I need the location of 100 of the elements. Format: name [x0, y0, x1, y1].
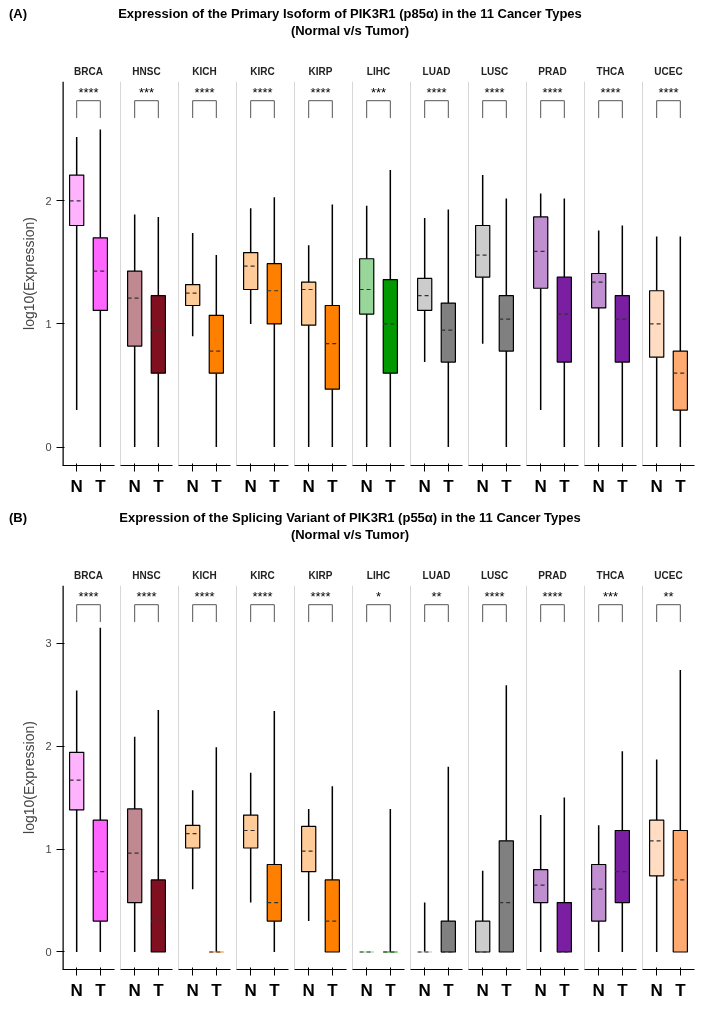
- annotation: **: [663, 588, 674, 604]
- x-tick-label: N: [650, 980, 663, 1000]
- x-tick-label: T: [501, 476, 513, 496]
- chart-title: HNSC: [132, 569, 161, 581]
- x-tick-label: N: [128, 476, 141, 496]
- x-tick-label: N: [244, 980, 257, 1000]
- chart-title: PRAD: [538, 65, 567, 77]
- chart-title: LUSC: [480, 569, 509, 581]
- x-tick-label: T: [327, 980, 339, 1000]
- x-tick-label: T: [211, 476, 223, 496]
- annotation: ****: [78, 84, 99, 100]
- x-tick-label: N: [592, 980, 605, 1000]
- y-axis-title: log10(Expression): [21, 217, 38, 330]
- text: (Normal v/s Tumor): [289, 22, 411, 39]
- annotation: ****: [78, 588, 99, 604]
- chart-title: UCEC: [654, 569, 683, 581]
- x-tick-label: N: [70, 476, 83, 496]
- x-tick-label: N: [476, 476, 489, 496]
- x-tick-label: T: [501, 980, 513, 1000]
- annotation: ****: [252, 588, 273, 604]
- chart-title: LIHC: [366, 569, 391, 581]
- x-tick-label: T: [443, 476, 455, 496]
- x-tick-label: T: [269, 980, 281, 1000]
- x-tick-label: N: [534, 476, 547, 496]
- x-tick-label: T: [617, 980, 629, 1000]
- annotation: ****: [310, 84, 331, 100]
- x-tick-label: N: [360, 476, 373, 496]
- chart-title: BRCA: [74, 569, 103, 581]
- x-tick-label: N: [186, 980, 199, 1000]
- x-tick-label: T: [269, 476, 281, 496]
- x-tick-label: N: [650, 476, 663, 496]
- text: (B): [9, 509, 28, 526]
- y-tick-label: 1: [45, 843, 52, 856]
- chart-title: BRCA: [74, 65, 103, 77]
- x-tick-label: N: [592, 476, 605, 496]
- chart-title: LIHC: [366, 65, 391, 77]
- chart-title: KIRP: [308, 65, 333, 77]
- y-axis-title: log10(Expression): [21, 721, 38, 834]
- annotation: **: [431, 588, 442, 604]
- chart-title: KIRP: [308, 569, 333, 581]
- chart-title: UCEC: [654, 65, 683, 77]
- annotation: ****: [484, 84, 505, 100]
- x-tick-label: T: [559, 980, 571, 1000]
- x-tick-label: T: [675, 980, 687, 1000]
- x-tick-label: T: [327, 476, 339, 496]
- annotation: ****: [542, 588, 563, 604]
- annotation: ****: [658, 84, 679, 100]
- chart-title: KIRC: [250, 65, 275, 77]
- x-tick-label: T: [385, 980, 397, 1000]
- y-tick-label: 0: [45, 946, 52, 958]
- chart-title: LUAD: [422, 65, 451, 77]
- annotation: ***: [370, 84, 387, 100]
- x-tick-label: N: [302, 476, 315, 496]
- annotation: ****: [426, 84, 447, 100]
- x-tick-label: N: [360, 980, 373, 1000]
- x-tick-label: T: [211, 980, 223, 1000]
- x-tick-label: N: [186, 476, 199, 496]
- annotation: ***: [602, 588, 619, 604]
- text: (Normal v/s Tumor): [289, 526, 411, 543]
- chart-title: THCA: [596, 65, 625, 77]
- x-tick-label: T: [95, 476, 107, 496]
- x-tick-label: N: [128, 980, 141, 1000]
- chart-title: LUAD: [422, 569, 451, 581]
- x-tick-label: N: [302, 980, 315, 1000]
- x-tick-label: N: [534, 980, 547, 1000]
- chart-title: KIRC: [250, 569, 275, 581]
- y-tick-label: 2: [45, 740, 52, 753]
- annotation: ****: [484, 588, 505, 604]
- text: Expression of the Splicing Variant of PIK3R1 (p55α) in the 11 Cancer Types: [119, 510, 581, 525]
- chart-title: KICH: [192, 65, 217, 77]
- annotation: ****: [252, 84, 273, 100]
- x-tick-label: T: [95, 980, 107, 1000]
- annotation: *: [375, 588, 382, 604]
- y-tick-label: 0: [45, 441, 52, 454]
- x-tick-label: T: [617, 476, 629, 496]
- y-tick-label: 1: [45, 317, 52, 330]
- x-tick-label: T: [675, 476, 687, 496]
- x-tick-label: N: [476, 980, 489, 1000]
- annotation: ****: [194, 84, 215, 100]
- chart-title: HNSC: [132, 65, 161, 77]
- annotation: ****: [136, 588, 157, 604]
- y-tick-label: 3: [45, 637, 52, 650]
- chart-title: KICH: [192, 569, 217, 581]
- chart-title: THCA: [596, 569, 625, 581]
- text: Expression of the Primary Isoform of PIK3R1 (p85α) in the 11 Cancer Types: [118, 6, 582, 21]
- x-tick-label: N: [418, 980, 431, 1000]
- y-tick-label: 2: [45, 194, 52, 207]
- annotation: ****: [310, 588, 331, 604]
- chart-title: PRAD: [538, 569, 567, 581]
- x-tick-label: N: [244, 476, 257, 496]
- chart-title: LUSC: [480, 65, 509, 77]
- x-tick-label: T: [153, 980, 165, 1000]
- annotation: ****: [194, 588, 215, 604]
- annotation: ****: [542, 84, 563, 100]
- x-tick-label: T: [153, 476, 165, 496]
- x-tick-label: N: [70, 980, 83, 1000]
- annotation: ***: [138, 84, 155, 100]
- x-tick-label: N: [418, 476, 431, 496]
- annotation: ****: [600, 84, 621, 100]
- x-tick-label: T: [443, 980, 455, 1000]
